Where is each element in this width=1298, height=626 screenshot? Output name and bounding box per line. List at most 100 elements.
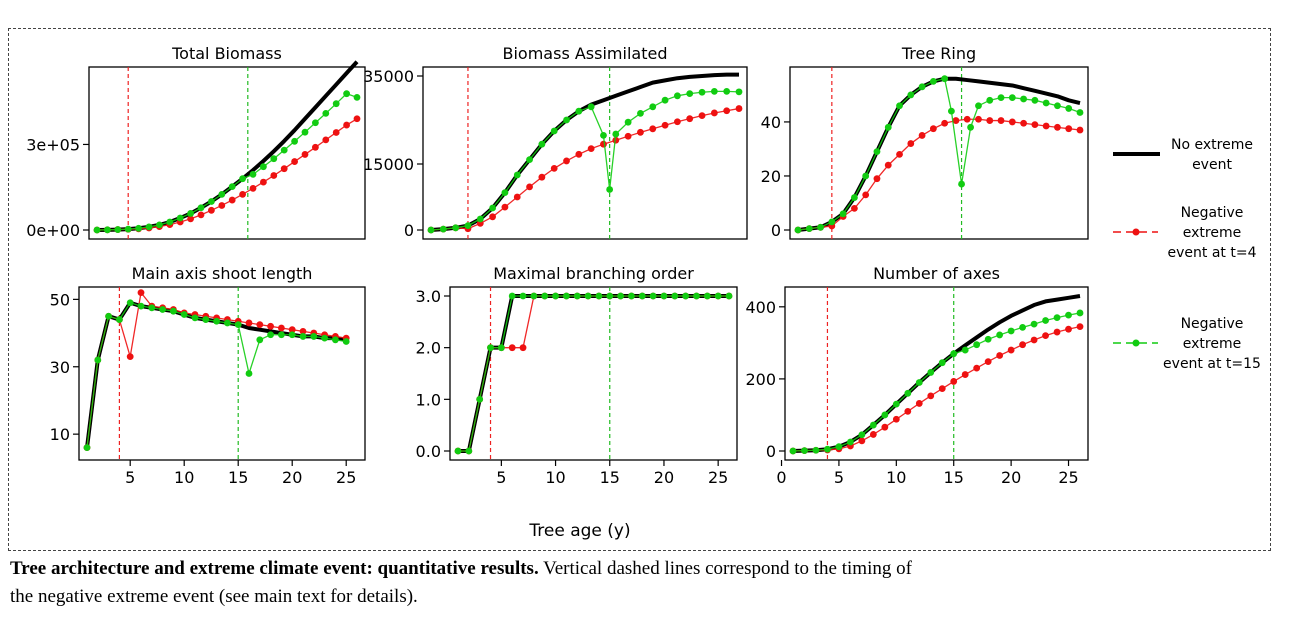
data-point-event15 [961, 346, 969, 354]
data-point-event15 [1030, 320, 1038, 328]
data-point-event15 [530, 292, 538, 300]
data-point-event4 [301, 151, 309, 158]
data-point-event4 [975, 115, 982, 123]
data-point-event15 [166, 218, 174, 226]
figure-border [8, 28, 1271, 551]
data-point-event4 [612, 136, 620, 144]
data-point-event15 [884, 123, 892, 131]
panel-title: Maximal branching order [493, 264, 694, 283]
plot-frame [789, 66, 1089, 240]
data-point-event15 [312, 119, 319, 127]
data-point-event15 [967, 123, 974, 131]
data-point-event4 [851, 204, 858, 212]
series-line-baseline [458, 294, 729, 453]
y-tick-label: 0e+00 [26, 221, 80, 240]
data-point-event4 [519, 344, 527, 352]
caption-bold: Tree architecture and extreme climate ev… [10, 558, 539, 579]
data-point-event15 [256, 336, 264, 344]
data-point-event4 [997, 117, 1005, 124]
data-point-event15 [1065, 311, 1072, 319]
data-point-event15 [703, 292, 711, 300]
data-point-event15 [332, 100, 340, 108]
data-point-event4 [884, 161, 892, 169]
data-point-event4 [896, 150, 903, 158]
data-point-event15 [612, 130, 620, 138]
data-point-event15 [191, 314, 199, 322]
data-point-event4 [986, 117, 994, 124]
caption-rest-line2: the negative extreme event (see main tex… [10, 586, 418, 607]
data-point-event15 [725, 292, 733, 300]
data-point-event15 [343, 90, 350, 98]
data-point-event15 [176, 214, 184, 222]
data-point-event15 [851, 194, 858, 201]
data-point-event4 [907, 140, 915, 147]
data-point-event4 [1031, 121, 1039, 129]
data-point-event15 [587, 103, 595, 111]
data-point-event4 [881, 423, 889, 431]
data-point-event4 [1042, 332, 1049, 340]
figure-caption: Tree architecture and extreme climate ev… [10, 555, 1292, 611]
y-tick-label: 1.0 [416, 390, 441, 409]
data-point-event15 [137, 302, 145, 310]
panel-title: Tree Ring [901, 44, 976, 63]
data-point-event15 [794, 226, 802, 234]
plot-frame [784, 286, 1089, 461]
data-point-event15 [595, 292, 603, 300]
data-point-event4 [126, 353, 134, 361]
legend-swatch-dot [1132, 228, 1140, 236]
data-point-event4 [1030, 336, 1038, 344]
data-point-event15 [94, 356, 102, 364]
data-point-event15 [915, 379, 923, 386]
x-tick-label: 15 [944, 468, 964, 487]
data-point-event15 [693, 292, 700, 300]
caption-rest-line1: Vertical dashed lines correspond to the … [538, 558, 912, 579]
data-point-event15 [260, 163, 267, 171]
data-point-event4 [1020, 119, 1027, 127]
data-point-event4 [873, 175, 881, 183]
data-point-event15 [948, 107, 955, 115]
panel-title: Biomass Assimilated [503, 44, 668, 63]
plot-frame [422, 66, 748, 240]
data-point-event4 [501, 203, 509, 211]
y-tick-label: 50 [50, 290, 70, 309]
data-point-event15 [938, 359, 946, 367]
data-point-event4 [249, 184, 257, 192]
data-point-event15 [892, 400, 900, 408]
data-point-event15 [234, 321, 242, 329]
data-point-event15 [541, 292, 549, 300]
data-point-event4 [245, 319, 253, 327]
x-tick-label: 25 [336, 468, 356, 487]
data-point-event15 [918, 83, 926, 91]
data-point-event4 [1076, 323, 1084, 331]
y-tick-label: 15000 [363, 155, 414, 174]
data-point-event15 [1065, 105, 1073, 112]
series-connector-event4 [458, 295, 729, 452]
data-point-event15 [116, 316, 123, 323]
data-point-event15 [896, 102, 903, 110]
data-point-event15 [1076, 309, 1084, 317]
data-point-event4 [1007, 346, 1015, 354]
x-tick-label: 20 [1001, 468, 1021, 487]
data-point-event4 [508, 344, 516, 352]
data-point-event4 [137, 289, 145, 297]
data-point-event15 [218, 190, 226, 198]
data-point-event4 [513, 193, 521, 201]
data-point-event15 [624, 118, 632, 126]
data-point-event15 [552, 292, 559, 300]
plot-frame [78, 286, 366, 461]
data-point-event15 [649, 292, 657, 300]
x-tick-label: 10 [545, 468, 565, 487]
data-point-event15 [1042, 99, 1050, 107]
data-point-event15 [322, 109, 330, 117]
chart-panel-6: Number of axes 0 200 400 0 5 10 15 20 25 [745, 264, 1089, 487]
data-point-event15 [501, 189, 509, 197]
data-point-event4 [600, 140, 607, 148]
legend-swatch-dot [1132, 339, 1140, 347]
data-point-event4 [1053, 328, 1061, 336]
data-point-event15 [723, 88, 731, 95]
x-tick-label: 20 [282, 468, 302, 487]
chart-panel-5: Maximal branching order 0.0 1.0 2.0 3.0 5 10 15… [416, 264, 738, 487]
legend-label: event [1192, 157, 1232, 173]
data-point-event15 [710, 88, 718, 95]
data-point-event15 [487, 344, 494, 352]
